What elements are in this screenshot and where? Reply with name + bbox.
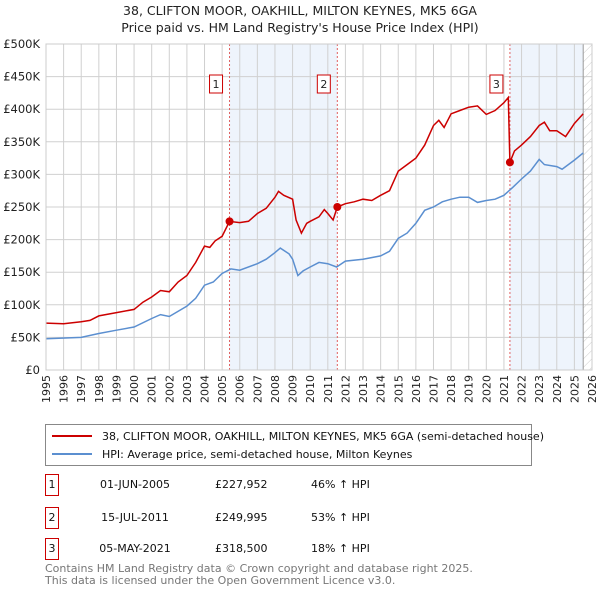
x-tick-label: 2007 <box>251 375 264 403</box>
x-tick-label: 2009 <box>287 375 300 403</box>
sale-date: 05-MAY-2021 <box>99 542 171 555</box>
x-tick-label: 2017 <box>427 375 440 403</box>
legend-swatch-red <box>52 435 92 437</box>
series-line <box>45 95 584 325</box>
y-tick-label: £250K <box>3 200 40 214</box>
legend-label: 38, CLIFTON MOOR, OAKHILL, MILTON KEYNES… <box>102 429 544 443</box>
y-tick-label: £100K <box>3 298 40 312</box>
x-tick-label: 1997 <box>75 375 88 403</box>
sale-marker-badge: 1 <box>45 474 59 496</box>
x-tick-label: 1999 <box>110 375 123 403</box>
y-tick-label: £450K <box>3 70 40 84</box>
y-tick-label: £500K <box>3 37 40 51</box>
sale-point <box>225 217 234 226</box>
sale-marker-label: 1 <box>213 78 220 91</box>
footer: Contains HM Land Registry data © Crown c… <box>45 563 473 586</box>
chart-subtitle: Price paid vs. HM Land Registry's House … <box>121 20 479 35</box>
sale-marker-box <box>209 74 224 94</box>
series-line <box>45 152 584 340</box>
price-chart: 1995 1996 1997 1998 1999 2000 2001 2002 2003 2004… <box>3 37 599 403</box>
sale-price: £318,500 <box>215 542 268 555</box>
x-tick-label: 2015 <box>392 375 405 403</box>
x-tick-label: 2025 <box>568 375 581 403</box>
legend-swatch-blue <box>52 453 92 455</box>
x-tick-label: 2006 <box>234 375 247 403</box>
x-tick-label: 2020 <box>480 375 493 403</box>
legend-item-hpi: HPI: Average price, semi-detached house,… <box>52 445 412 463</box>
footer-copyright: Contains HM Land Registry data © Crown c… <box>45 562 473 575</box>
sale-date: 15-JUL-2011 <box>101 511 169 524</box>
x-tick-label: 1998 <box>93 375 106 403</box>
x-tick-label: 1995 <box>40 375 53 403</box>
x-tick-label: 2002 <box>163 375 176 403</box>
y-tick-label: £150K <box>3 265 40 279</box>
y-tick-label: £200K <box>3 233 40 247</box>
sale-marker-badge: 2 <box>45 507 59 529</box>
sale-date: 01-JUN-2005 <box>99 478 171 491</box>
chart-title: 38, CLIFTON MOOR, OAKHILL, MILTON KEYNES… <box>123 3 477 18</box>
sale-row-3: 3 05-MAY-2021 £318,500 18% ↑ HPI <box>45 538 465 560</box>
x-tick-label: 2026 <box>586 375 599 403</box>
y-tick-label: £400K <box>3 102 40 116</box>
y-tick-label: £50K <box>11 330 41 344</box>
x-tick-label: 2012 <box>339 375 352 403</box>
sale-price: £227,952 <box>215 478 268 491</box>
sale-marker-box <box>489 74 504 94</box>
x-tick-label: 2008 <box>269 375 282 403</box>
x-tick-label: 2024 <box>551 375 564 403</box>
legend: 38, CLIFTON MOOR, OAKHILL, MILTON KEYNES… <box>45 424 544 466</box>
x-tick-label: 2019 <box>463 375 476 403</box>
sale-point <box>505 158 514 167</box>
x-tick-label: 2023 <box>533 375 546 403</box>
legend-label: HPI: Average price, semi-detached house,… <box>102 447 413 461</box>
legend-item-property: 38, CLIFTON MOOR, OAKHILL, MILTON KEYNES… <box>52 427 544 445</box>
sale-price: £249,995 <box>215 511 268 524</box>
x-tick-label: 2022 <box>516 375 529 403</box>
sale-hpi-diff: 18% ↑ HPI <box>311 542 370 555</box>
x-tick-label: 2013 <box>357 375 370 403</box>
x-tick-label: 1996 <box>58 375 71 403</box>
sale-marker-box <box>316 74 331 94</box>
x-tick-label: 2005 <box>216 375 229 403</box>
x-tick-label: 2014 <box>375 375 388 403</box>
sale-marker-badge: 3 <box>45 538 59 560</box>
y-tick-label: £350K <box>3 135 40 149</box>
sale-row-2: 2 15-JUL-2011 £249,995 53% ↑ HPI <box>45 507 465 529</box>
x-tick-label: 2018 <box>445 375 458 403</box>
x-tick-label: 2021 <box>498 375 511 403</box>
sale-hpi-diff: 53% ↑ HPI <box>311 511 370 524</box>
y-tick-label: £0 <box>25 363 40 377</box>
plot-frame <box>45 43 593 371</box>
sale-marker-label: 2 <box>320 78 327 91</box>
sale-marker-label: 3 <box>493 78 500 91</box>
sale-point <box>333 203 342 212</box>
x-tick-label: 2001 <box>146 375 159 403</box>
sale-hpi-diff: 46% ↑ HPI <box>311 478 370 491</box>
y-tick-label: £300K <box>3 167 40 181</box>
x-tick-label: 2000 <box>128 375 141 403</box>
x-tick-label: 2016 <box>410 375 423 403</box>
x-tick-label: 2003 <box>181 375 194 403</box>
x-tick-label: 2010 <box>304 375 317 403</box>
footer-licence: This data is licensed under the Open Gov… <box>45 573 396 587</box>
x-tick-label: 2011 <box>322 375 335 403</box>
sale-row-1: 1 01-JUN-2005 £227,952 46% ↑ HPI <box>45 474 465 496</box>
x-tick-label: 2004 <box>199 375 212 403</box>
